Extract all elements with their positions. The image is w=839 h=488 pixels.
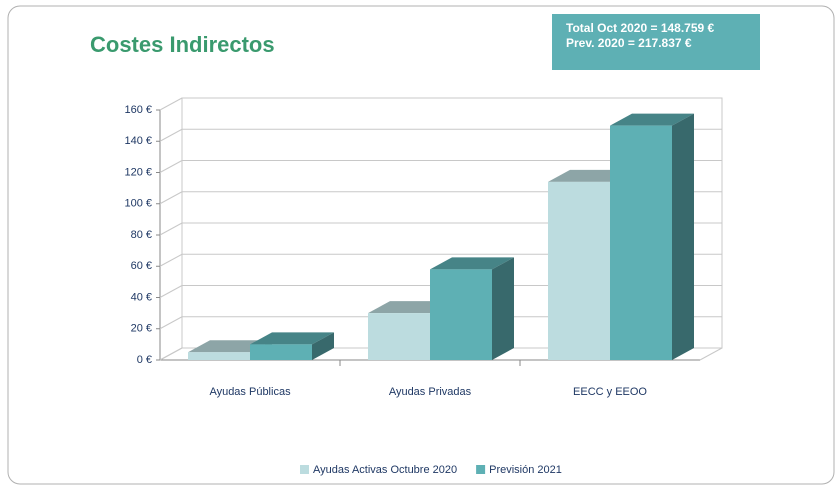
annotation: Prev. 2020 = 217.837 € [566,36,692,50]
legend-label: Previsión 2021 [489,464,562,476]
legend-swatch [300,465,309,474]
bar [188,352,250,360]
annotation: Total Oct 2020 = 148.759 € [566,21,715,35]
y-tick-label: 160 € [124,104,152,116]
grid-line [159,253,183,267]
bar-top [250,332,334,345]
bar [368,313,430,360]
grid-line [159,222,183,236]
bar [250,344,312,360]
legend-label: Ayudas Activas Octubre 2020 [313,464,457,476]
bar-side [492,257,514,360]
y-tick-label: 20 € [131,323,152,335]
floor-edge [699,347,723,361]
y-tick-label: 60 € [131,260,152,272]
x-tick-label: EECC y EEOO [573,386,647,398]
y-tick-label: 40 € [131,291,152,303]
bar-top [610,113,694,126]
grid-line [159,285,183,298]
bar-side [672,113,694,360]
grid-line [159,347,183,361]
chart-title: Costes Indirectos [90,32,275,57]
bar [548,181,610,360]
bar-side [312,332,334,360]
grid-line [159,191,183,205]
grid-line [159,316,183,330]
y-tick-label: 80 € [131,229,152,241]
x-tick-label: Ayudas Públicas [209,386,291,398]
y-tick-label: 120 € [124,166,152,178]
annotation-box [552,14,760,70]
bar [610,125,672,360]
panel [7,5,835,485]
y-tick-label: 0 € [137,354,152,366]
bar [430,269,492,360]
y-tick-label: 140 € [124,135,152,147]
y-tick-label: 100 € [124,198,152,210]
x-tick-label: Ayudas Privadas [389,386,472,398]
grid-line [159,97,183,111]
legend-swatch [476,465,486,474]
grid-line [159,128,183,142]
grid-line [159,160,183,173]
bar-top [430,257,514,270]
